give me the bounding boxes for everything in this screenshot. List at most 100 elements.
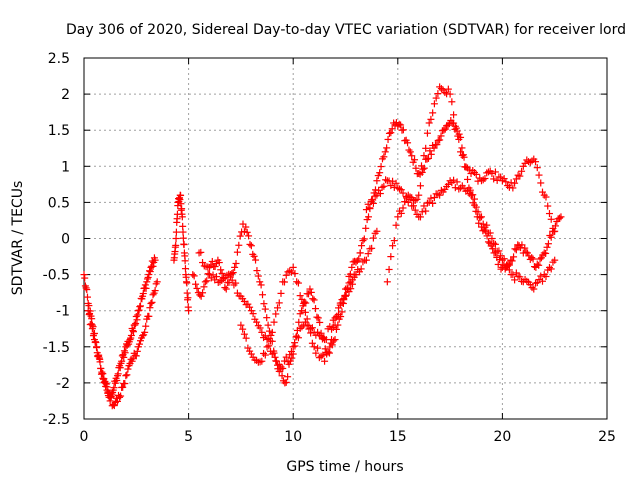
data-point — [317, 329, 325, 337]
y-tick-label: 0.5 — [48, 195, 70, 211]
data-point — [130, 328, 138, 336]
data-point — [427, 150, 435, 158]
data-point — [380, 153, 388, 161]
data-point — [133, 316, 141, 324]
data-point — [392, 179, 400, 187]
data-point — [362, 256, 370, 264]
data-point — [217, 266, 225, 274]
data-point — [229, 269, 237, 277]
data-point — [335, 310, 343, 318]
data-point — [116, 364, 124, 372]
data-point — [256, 324, 264, 332]
data-point — [231, 263, 239, 271]
data-point — [300, 299, 308, 307]
data-point — [535, 276, 543, 284]
data-point — [259, 291, 267, 299]
x-tick-label: 15 — [389, 429, 407, 445]
data-point — [197, 292, 205, 300]
data-point — [149, 262, 157, 270]
data-point — [324, 348, 332, 356]
data-point — [122, 372, 130, 380]
data-point — [124, 365, 132, 373]
data-point — [362, 206, 370, 214]
data-point — [474, 208, 482, 216]
data-point — [310, 296, 318, 304]
data-point — [243, 228, 251, 236]
data-point — [141, 281, 149, 289]
data-point — [147, 299, 155, 307]
data-point — [131, 321, 139, 329]
data-point — [249, 310, 257, 318]
data-point — [360, 235, 368, 243]
data-point — [277, 289, 285, 297]
data-point — [142, 284, 150, 292]
data-point — [437, 186, 445, 194]
data-point — [469, 191, 477, 199]
data-point — [245, 232, 253, 240]
data-point — [430, 194, 438, 202]
data-point — [246, 303, 254, 311]
data-point — [267, 337, 275, 345]
data-point — [491, 240, 499, 248]
data-point — [406, 148, 414, 156]
data-point — [149, 291, 157, 299]
data-point — [218, 269, 226, 277]
data-point — [528, 254, 536, 262]
data-point — [172, 235, 180, 242]
data-point — [141, 328, 149, 336]
data-point — [540, 191, 548, 199]
data-point — [309, 295, 317, 303]
data-point — [387, 253, 395, 261]
data-point — [472, 203, 480, 211]
data-point — [208, 257, 216, 265]
data-point — [84, 307, 92, 315]
data-point — [85, 302, 93, 310]
data-point — [96, 355, 104, 363]
data-point — [364, 250, 372, 258]
data-point — [388, 125, 396, 133]
data-point — [396, 185, 404, 193]
data-point — [538, 188, 546, 196]
data-point — [366, 204, 374, 212]
data-point — [110, 384, 118, 392]
data-point — [509, 271, 517, 279]
y-tick-label: 2 — [61, 87, 70, 103]
data-point — [313, 313, 321, 321]
data-point — [411, 206, 419, 214]
data-point — [537, 179, 545, 187]
data-point — [242, 223, 250, 231]
data-point — [420, 164, 428, 172]
data-point — [457, 148, 465, 156]
data-point — [432, 94, 440, 102]
data-point — [185, 307, 193, 315]
data-point — [285, 360, 293, 368]
data-point — [472, 170, 480, 178]
data-point — [306, 285, 314, 293]
data-point — [437, 85, 445, 93]
data-point — [384, 135, 392, 143]
data-point — [362, 224, 370, 232]
data-point — [212, 273, 220, 281]
data-point — [219, 275, 227, 283]
data-point — [146, 268, 154, 276]
data-point — [86, 321, 94, 329]
data-point — [429, 199, 437, 207]
data-point — [440, 126, 448, 134]
data-point — [458, 151, 466, 159]
data-point — [404, 139, 412, 147]
data-point — [292, 333, 300, 341]
data-point — [321, 357, 329, 365]
data-point — [430, 100, 438, 108]
data-point — [107, 392, 115, 400]
data-point — [293, 278, 301, 286]
data-point — [232, 279, 240, 287]
data-point — [215, 259, 223, 267]
data-point — [352, 271, 360, 279]
grid-lines — [84, 58, 607, 419]
data-point — [92, 338, 100, 346]
data-points — [80, 83, 565, 410]
data-point — [260, 349, 268, 357]
data-point — [106, 397, 114, 405]
data-point — [85, 311, 93, 319]
